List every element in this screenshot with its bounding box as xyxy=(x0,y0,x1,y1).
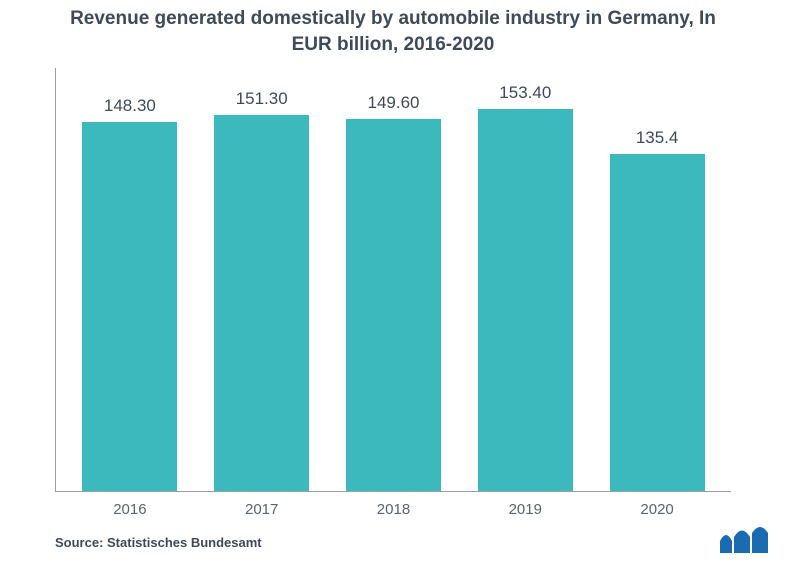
bar xyxy=(478,109,573,491)
source-attribution: Source: Statistisches Bundesamt xyxy=(55,535,262,550)
x-axis-label: 2018 xyxy=(377,501,410,518)
bar xyxy=(610,154,705,491)
x-axis-label: 2019 xyxy=(509,501,542,518)
bar-value-label: 148.30 xyxy=(104,96,156,116)
bar-value-label: 135.4 xyxy=(636,128,679,148)
bar-slot: 149.60 2018 xyxy=(328,68,460,491)
brand-logo xyxy=(720,527,768,558)
mordor-logo-icon xyxy=(720,527,768,553)
bar-container: 148.30 2016 151.30 2017 149.60 2018 153.… xyxy=(56,68,731,491)
x-axis-label: 2016 xyxy=(113,501,146,518)
bar-slot: 151.30 2017 xyxy=(196,68,328,491)
bar xyxy=(214,115,309,491)
bar-value-label: 153.40 xyxy=(499,83,551,103)
bar xyxy=(346,119,441,491)
bar-slot: 135.4 2020 xyxy=(591,68,723,491)
bar-value-label: 149.60 xyxy=(367,93,419,113)
chart-title: Revenue generated domestically by automo… xyxy=(0,0,786,61)
x-axis-label: 2020 xyxy=(640,501,673,518)
bar-slot: 148.30 2016 xyxy=(64,68,196,491)
bar xyxy=(82,122,177,491)
x-axis-label: 2017 xyxy=(245,501,278,518)
bar-value-label: 151.30 xyxy=(236,89,288,109)
bar-slot: 153.40 2019 xyxy=(459,68,591,491)
chart-plot-area: 148.30 2016 151.30 2017 149.60 2018 153.… xyxy=(55,68,731,492)
